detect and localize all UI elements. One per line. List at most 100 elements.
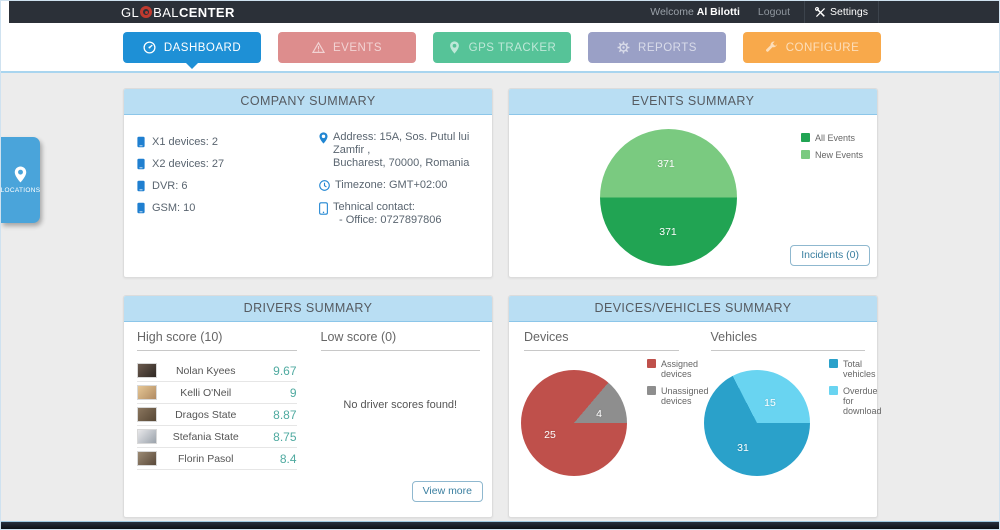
vehicles-pie-chart[interactable] [704,370,810,476]
devices-vehicles-summary-panel: DEVICES/VEHICLES SUMMARY Devices Vehicle… [508,295,882,518]
dashboard-content: LOCATIONS COMPANY SUMMARY X1 devices: 2 … [1,73,999,523]
nav-tab-events[interactable]: EVENTS [278,32,416,63]
pin-icon [14,166,27,183]
panel-title: DEVICES/VEHICLES SUMMARY [509,296,877,322]
logo-text-center: CENTER [178,4,235,20]
device-count-line: X1 devices: 2 [137,131,319,153]
pie-label-overdue: 15 [764,397,776,409]
welcome-text: Welcome Al Bilotti [650,6,740,18]
pin-icon [319,132,328,144]
nav-tab-gps-tracker[interactable]: GPS TRACKER [433,32,571,63]
vehicles-header: Vehicles [710,330,865,351]
legend-item-unassigned[interactable]: Unassigned devices [647,386,709,406]
app-logo: GL BAL CENTER [121,5,235,20]
driver-score: 8.75 [273,429,297,444]
nav-tab-dashboard[interactable]: DASHBOARD [123,32,261,69]
driver-row[interactable]: Stefania State 8.75 [137,426,297,448]
nav-tab-label: REPORTS [638,41,697,54]
legend-item-assigned[interactable]: Assigned devices [647,359,709,379]
legend-label: All Events [814,133,855,143]
contact-office: - Office: 0727897806 [339,214,442,226]
driver-name: Kelli O'Neil [180,386,232,399]
address-line: Address: 15A, Sos. Putul lui Zamfir , Buc… [319,131,480,170]
legend-label: Assigned devices [661,359,699,379]
driver-row[interactable]: Kelli O'Neil 9 [137,382,297,404]
pie-label-total: 31 [737,442,749,454]
welcome-label: Welcome [650,6,697,18]
nav-underline [1,71,999,73]
legend-item-all-events[interactable]: All Events [800,133,863,143]
settings-button[interactable]: Settings [804,1,879,23]
device-count-line: GSM: 10 [137,197,319,219]
incidents-button[interactable]: Incidents (0) [790,245,870,266]
legend-swatch [800,150,810,159]
legend-swatch [829,359,838,368]
speedometer-icon [143,41,156,54]
events-pie-chart[interactable] [600,129,737,266]
device-count-label: GSM: 10 [152,202,196,214]
pie-label-all-events: 371 [659,226,677,238]
address-text: Address: 15A, Sos. Putul lui Zamfir , Buc… [333,131,480,170]
timezone-text: Timezone: GMT+02:00 [335,179,448,191]
panel-title: COMPANY SUMMARY [124,89,492,115]
view-more-button[interactable]: View more [411,481,483,502]
legend-item-overdue-download[interactable]: Overdue for download [829,386,882,416]
driver-name: Stefania State [172,430,239,443]
pin-icon [449,41,459,54]
window-bottom-edge [1,521,999,529]
high-score-header: High score (10) [137,330,297,351]
top-bar: GL BAL CENTER Welcome Al Bilotti Logout Se… [9,1,999,23]
driver-name: Dragos State [175,408,237,421]
user-name: Al Bilotti [696,6,740,18]
driver-row[interactable]: Dragos State 8.87 [137,404,297,426]
driver-score: 8.4 [279,451,297,466]
locations-tab-label: LOCATIONS [0,187,41,194]
nav-tab-configure[interactable]: CONFIGURE [743,32,881,63]
mobile-icon [319,202,328,215]
logo-text-gl: GL [121,4,140,20]
device-icon [137,136,145,148]
devices-pie-chart[interactable] [521,370,627,476]
legend-swatch [800,133,810,142]
devices-column: Devices [524,330,679,351]
drivers-summary-body: High score (10) Nolan Kyees 9.67 Kelli O'… [124,322,492,517]
device-icon [137,202,145,214]
legend-label: Overdue for download [843,386,882,416]
events-summary-body: 371 371 All Events New Events Incidents … [509,115,877,277]
driver-row[interactable]: Florin Pasol 8.4 [137,448,297,470]
driver-score: 9 [289,385,297,400]
nav-tab-reports[interactable]: REPORTS [588,32,726,63]
company-device-counts: X1 devices: 2 X2 devices: 27 DVR: 6 GSM:… [137,131,319,236]
legend-label: Total vehicles [843,359,876,379]
gear-icon [617,41,630,54]
low-score-header: Low score (0) [320,330,480,351]
legend-item-total-vehicles[interactable]: Total vehicles [829,359,877,379]
nav-tab-label: CONFIGURE [785,41,860,54]
device-count-line: X2 devices: 27 [137,153,319,175]
settings-label: Settings [830,6,868,18]
nav-tab-label: DASHBOARD [163,41,242,54]
legend-label: Unassigned devices [661,386,709,406]
vehicles-legend: Total vehicles Overdue for download [829,359,882,416]
panel-title: EVENTS SUMMARY [509,89,877,115]
pie-label-unassigned: 4 [596,408,602,420]
tools-icon [815,6,826,17]
no-scores-message: No driver scores found! [343,399,458,411]
driver-name: Nolan Kyees [175,364,236,377]
wrench-icon [765,41,777,52]
low-score-column: Low score (0) No driver scores found! [320,330,480,470]
vehicles-column: Vehicles [710,330,865,351]
legend-item-new-events[interactable]: New Events [800,150,863,160]
driver-avatar [137,407,157,422]
locations-side-tab[interactable]: LOCATIONS [1,137,40,223]
pie-label-assigned: 25 [544,429,556,441]
device-count-label: DVR: 6 [152,180,188,192]
device-icon [137,180,145,192]
driver-avatar [137,385,157,400]
driver-row[interactable]: Nolan Kyees 9.67 [137,360,297,382]
driver-name: Florin Pasol [178,452,234,465]
events-summary-panel: EVENTS SUMMARY 371 371 All Events New Ev… [508,88,878,278]
clock-icon [319,180,330,191]
logout-link[interactable]: Logout [757,6,791,18]
